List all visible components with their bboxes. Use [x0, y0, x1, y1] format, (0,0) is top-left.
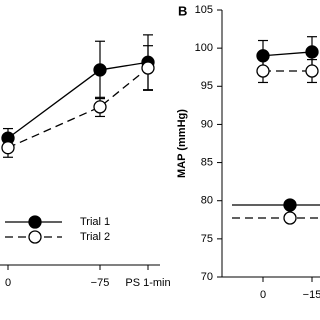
y-tick-label: 80 — [201, 195, 213, 207]
data-point — [1, 141, 15, 155]
x-tick-label: −75 — [91, 277, 110, 289]
series-line — [7, 61, 149, 139]
legend-symbol — [28, 215, 42, 229]
legend-symbol — [283, 198, 297, 212]
data-point — [93, 100, 107, 114]
data-point — [305, 45, 319, 59]
series-line — [262, 51, 313, 57]
legend-label: Trial 1 — [80, 216, 110, 228]
legend-label: Trial 2 — [80, 231, 110, 243]
x-tick-label: 0 — [260, 289, 266, 301]
y-tick-label: 100 — [195, 42, 213, 54]
y-tick-label: 75 — [201, 233, 213, 245]
legend-symbol — [283, 211, 297, 225]
y-tick-label: 70 — [201, 271, 213, 283]
y-tick-label: 85 — [201, 156, 213, 168]
y-tick-label: 90 — [201, 118, 213, 130]
x-tick-label: 0 — [5, 277, 11, 289]
data-point — [93, 63, 107, 77]
y-tick-label: 95 — [201, 80, 213, 92]
data-point — [141, 61, 155, 75]
legend-symbol — [28, 230, 42, 244]
data-point — [256, 64, 270, 78]
series-line — [7, 67, 149, 149]
x-tick-label: PS 1-min — [125, 277, 170, 289]
y-axis-label: MAP (mmHg) — [176, 109, 188, 178]
y-tick-label: 105 — [195, 4, 213, 16]
panel-label: B — [178, 3, 187, 18]
data-point — [305, 64, 319, 78]
x-tick-label: −15 — [303, 289, 320, 301]
